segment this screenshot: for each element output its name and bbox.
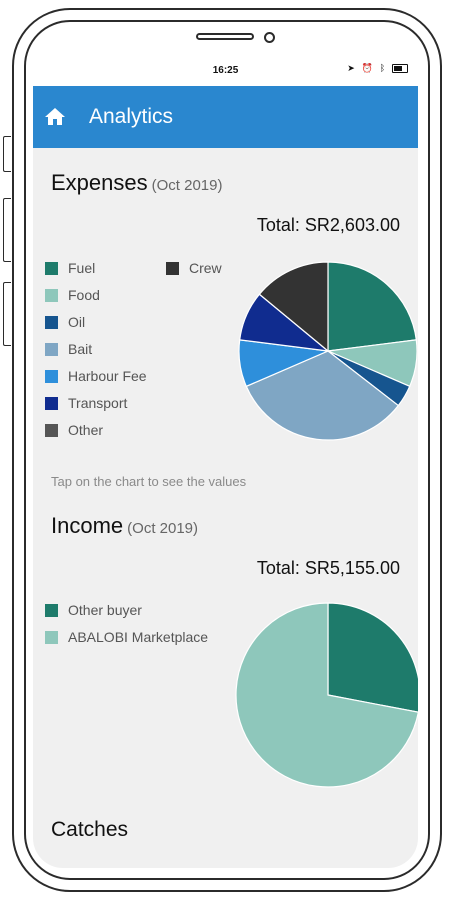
volume-up-button [3,198,11,262]
legend-swatch [45,603,58,617]
legend-label: Oil [68,314,86,330]
legend-swatch [45,369,58,383]
home-icon[interactable] [43,105,67,129]
legend-item-other: Other [45,421,103,439]
legend-item-other-buyer: Other buyer [45,601,142,619]
status-icons: ➤ ⏰ ᛒ [347,64,408,74]
app-screen: 16:25 ➤ ⏰ ᛒ Analytics Expenses (Oct 2019)… [33,58,418,868]
alarm-icon: ⏰ [361,64,375,74]
legend-label: Food [68,287,100,303]
income-heading: Income (Oct 2019) [51,513,198,539]
legend-label: ABALOBI Marketplace [68,629,209,645]
expenses-heading: Expenses (Oct 2019) [51,170,223,196]
legend-item-abalobi-marketplace: ABALOBI Marketplace [45,628,208,646]
pie-slice-bait[interactable] [245,350,400,441]
income-title: Income [51,513,124,538]
legend-swatch [45,315,58,329]
legend-label: Other [68,422,104,438]
expenses-period: (Oct 2019) [151,177,223,194]
volume-down-button [3,282,11,346]
pie-slice-fuel[interactable] [327,261,417,352]
legend-swatch [45,423,58,437]
pie-slice-abalobi-marketplace[interactable] [235,602,418,788]
battery-icon [392,64,408,73]
phone-speaker [196,33,254,40]
status-time: 16:25 [212,65,239,76]
bluetooth-icon: ᛒ [379,64,388,74]
catches-title: Catches [51,818,129,841]
app-title: Analytics [89,105,174,128]
legend-swatch [45,342,58,356]
phone-camera [264,32,275,43]
chart-hint: Tap on the chart to see the values [51,474,247,489]
legend-item-bait: Bait [45,340,92,358]
legend-label: Crew [189,260,222,276]
mute-switch [3,136,11,172]
legend-label: Harbour Fee [68,368,147,384]
legend-swatch [45,630,58,644]
legend-label: Bait [68,341,93,357]
legend-swatch [45,261,58,275]
legend-label: Other buyer [68,602,142,618]
legend-swatch [45,288,58,302]
pie-slice-other-buyer[interactable] [327,602,418,713]
legend-item-fuel: Fuel [45,259,95,277]
income-period: (Oct 2019) [127,520,199,537]
legend-item-oil: Oil [45,313,85,331]
income-total: Total: SR5,155.00 [256,558,400,578]
legend-swatch [166,261,179,275]
legend-swatch [45,396,58,410]
location-icon: ➤ [347,64,357,74]
legend-item-transport: Transport [45,394,127,412]
legend-item-crew: Crew [166,259,222,277]
legend-item-harbour-fee: Harbour Fee [45,367,147,385]
expenses-total: Total: SR2,603.00 [256,215,400,235]
income-pie-chart[interactable] [235,602,418,788]
legend-label: Fuel [68,260,96,276]
legend-label: Transport [68,395,128,411]
status-bar: 16:25 ➤ ⏰ ᛒ [33,58,418,86]
expenses-pie-chart[interactable] [238,261,418,441]
pie-slice-crew[interactable] [258,261,329,353]
expenses-title: Expenses [51,170,148,195]
legend-item-food: Food [45,286,100,304]
app-bar: Analytics [33,86,418,148]
